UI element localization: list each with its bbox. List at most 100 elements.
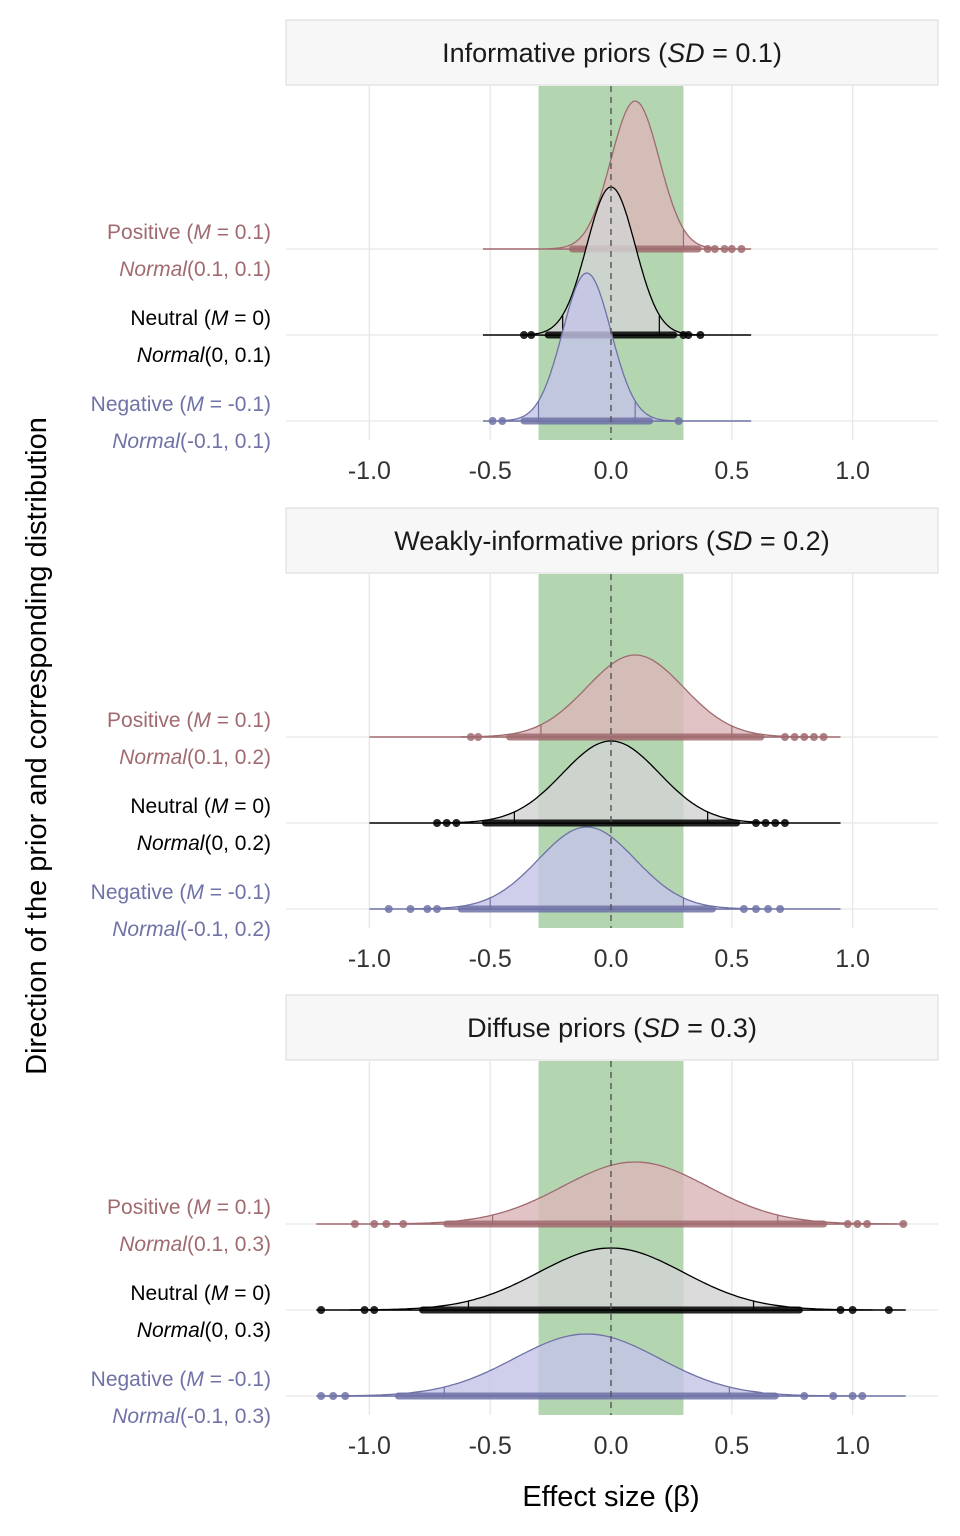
data-point-positive (350, 1220, 359, 1228)
strip-title-suffix: = 0.2) (752, 526, 829, 556)
data-point-negative (751, 905, 760, 913)
y-label-direction-positive: Positive (M = 0.1) (107, 1196, 271, 1219)
x-tick-label: -0.5 (469, 1432, 512, 1460)
y-label-direction-neutral: Neutral (M = 0) (130, 1282, 271, 1305)
y-label-dist-name: Normal (119, 1233, 188, 1256)
data-point-neutral (433, 819, 442, 827)
data-point-neutral (452, 819, 461, 827)
data-point-neutral (771, 819, 780, 827)
y-label-dist-args: (0, 0.1) (204, 344, 271, 367)
y-label-m: M (186, 881, 204, 904)
facet-strip-title: Weakly-informative priors (SD = 0.2) (394, 526, 829, 556)
facet-panel-3: Diffuse priors (SD = 0.3) Positive (M = 0… (91, 994, 939, 1460)
data-point-negative (776, 905, 785, 913)
facet-strip (285, 507, 939, 574)
x-tick-label: 0.0 (594, 457, 629, 485)
data-point-neutral (848, 1306, 857, 1314)
strip-title-prefix: Weakly-informative priors ( (394, 526, 715, 556)
y-label-distribution-negative: Normal(-0.1, 0.1) (112, 430, 271, 453)
data-point-neutral (761, 819, 770, 827)
strip-title-prefix: Diffuse priors ( (467, 1013, 642, 1043)
y-label-dist-name: Normal (137, 832, 206, 855)
data-point-neutral (884, 1306, 893, 1314)
data-point-negative (423, 905, 432, 913)
density-positive (547, 100, 723, 250)
density-positive (460, 654, 810, 738)
data-point-negative (433, 905, 442, 913)
y-label-m: M (193, 221, 211, 244)
facet-strip-title: Diffuse priors (SD = 0.3) (467, 1013, 757, 1043)
y-label-dist-args: (0, 0.3) (204, 1319, 271, 1342)
y-label-dist-args: (0, 0.2) (204, 832, 271, 855)
data-point-negative (317, 1392, 326, 1400)
strip-title-sd: SD (715, 526, 753, 556)
data-point-positive (843, 1220, 852, 1228)
data-point-positive (382, 1220, 391, 1228)
y-label-distribution-positive: Normal(0.1, 0.3) (119, 1233, 271, 1256)
y-label-distribution-positive: Normal(0.1, 0.2) (119, 746, 271, 769)
data-point-negative (764, 905, 773, 913)
x-tick-label: 0.0 (594, 945, 629, 973)
y-label-distribution-neutral: Normal(0, 0.2) (137, 832, 271, 855)
y-label-direction-positive: Positive (M = 0.1) (107, 221, 271, 244)
strip-title-sd: SD (642, 1013, 680, 1043)
y-label-dist-args: (-0.1, 0.2) (180, 918, 271, 941)
y-label-distribution-positive: Normal(0.1, 0.1) (119, 258, 271, 281)
data-point-positive (727, 245, 736, 253)
y-label-direction-positive: Positive (M = 0.1) (107, 709, 271, 732)
data-point-neutral (442, 819, 451, 827)
y-label-dist-args: (0.1, 0.1) (187, 258, 271, 281)
data-point-positive (780, 733, 789, 741)
y-label-dist-args: (0.1, 0.2) (187, 746, 271, 769)
data-point-positive (466, 733, 475, 741)
data-point-negative (406, 905, 415, 913)
data-point-positive (710, 245, 719, 253)
y-label-prefix: Negative ( (91, 393, 187, 416)
facet-strip (285, 994, 939, 1061)
y-label-prefix: Neutral ( (130, 795, 211, 818)
y-label-suffix: = -0.1) (204, 881, 271, 904)
x-tick-label: 0.5 (714, 457, 749, 485)
data-point-positive (703, 245, 712, 253)
strip-title-suffix: = 0.1) (705, 38, 782, 68)
y-label-m: M (193, 709, 211, 732)
density-negative (325, 1333, 849, 1397)
y-label-dist-name: Normal (137, 1319, 206, 1342)
y-label-dist-name: Normal (119, 258, 188, 281)
data-point-neutral (527, 331, 536, 339)
data-point-negative (329, 1392, 338, 1400)
y-label-dist-name: Normal (112, 918, 181, 941)
density-negative (499, 272, 675, 422)
y-label-direction-neutral: Neutral (M = 0) (130, 307, 271, 330)
data-point-negative (384, 905, 393, 913)
y-label-prefix: Positive ( (107, 709, 193, 732)
data-point-positive (809, 733, 818, 741)
y-label-dist-name: Normal (112, 1405, 181, 1428)
data-point-neutral (360, 1306, 369, 1314)
y-label-dist-args: (0.1, 0.3) (187, 1233, 271, 1256)
density-neutral (436, 740, 786, 824)
y-label-direction-negative: Negative (M = -0.1) (91, 1368, 271, 1391)
y-label-suffix: = 0.1) (211, 221, 271, 244)
y-label-prefix: Negative ( (91, 881, 187, 904)
data-point-negative (488, 417, 497, 425)
y-label-m: M (186, 393, 204, 416)
data-point-positive (790, 733, 799, 741)
y-label-dist-name: Normal (119, 746, 188, 769)
x-tick-label: 1.0 (835, 945, 870, 973)
y-label-suffix: = 0) (228, 307, 271, 330)
data-point-positive (819, 733, 828, 741)
data-point-neutral (684, 331, 693, 339)
data-point-neutral (836, 1306, 845, 1314)
data-point-neutral (696, 331, 705, 339)
x-tick-label: -1.0 (348, 457, 391, 485)
data-point-negative (858, 1392, 867, 1400)
facet-panel-2: Weakly-informative priors (SD = 0.2) Posi… (91, 507, 939, 973)
data-point-neutral (317, 1306, 326, 1314)
data-point-negative (800, 1392, 809, 1400)
data-point-neutral (751, 819, 760, 827)
y-label-direction-negative: Negative (M = -0.1) (91, 393, 271, 416)
x-tick-label: 1.0 (835, 1432, 870, 1460)
data-point-positive (370, 1220, 379, 1228)
